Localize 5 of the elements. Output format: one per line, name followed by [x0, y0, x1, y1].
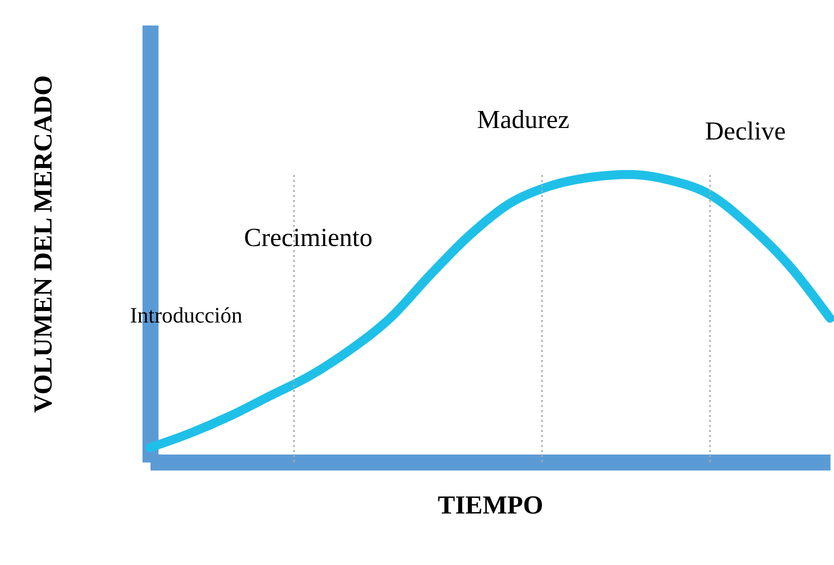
text: Madurez: [477, 104, 570, 134]
text: Declive: [705, 116, 786, 146]
y-axis-title: VOLUMEN DEL MERCADO: [28, 75, 58, 413]
annotation: Crecimiento: [244, 222, 373, 252]
x-axis-title: TIEMPO: [438, 490, 544, 520]
